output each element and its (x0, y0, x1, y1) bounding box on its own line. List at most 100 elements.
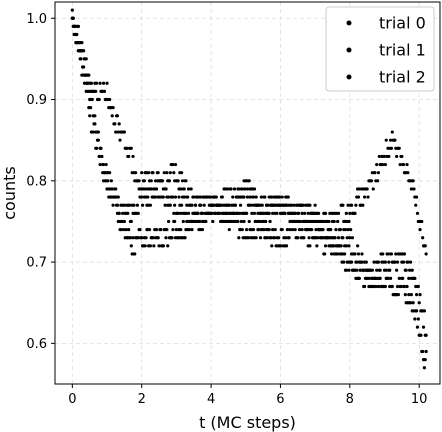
data-point (100, 154, 104, 159)
data-point (378, 268, 382, 272)
data-point (336, 211, 341, 215)
data-point (414, 195, 419, 199)
data-point (163, 203, 167, 207)
data-point (116, 130, 120, 134)
data-point (131, 154, 135, 159)
data-point (202, 203, 206, 207)
data-point (96, 138, 100, 142)
data-point (182, 187, 186, 191)
data-point (366, 195, 370, 199)
data-point (288, 227, 292, 232)
data-point (413, 276, 417, 280)
data-point (116, 195, 120, 199)
data-point (179, 227, 183, 232)
data-point (317, 219, 322, 224)
data-point (171, 227, 175, 232)
data-point (101, 162, 105, 167)
data-point (114, 130, 118, 134)
data-point (320, 227, 324, 232)
x-tick-label: 10 (411, 392, 428, 407)
data-point (384, 268, 388, 272)
data-point (186, 187, 191, 191)
data-point (97, 154, 101, 159)
data-point (115, 114, 120, 118)
data-point (400, 154, 404, 159)
data-point (200, 219, 205, 224)
data-point (180, 203, 184, 207)
data-point (388, 138, 393, 142)
data-point (88, 106, 93, 110)
data-point (180, 179, 185, 183)
data-point (423, 244, 427, 248)
data-point (369, 179, 374, 183)
data-point (211, 219, 215, 224)
data-point (152, 244, 156, 248)
legend-marker (346, 47, 352, 53)
data-point (154, 187, 159, 191)
data-point (381, 162, 385, 167)
data-point (412, 187, 416, 191)
plot-frame (54, 1, 441, 385)
data-point (258, 236, 263, 240)
data-point (376, 260, 381, 264)
data-point (397, 276, 401, 280)
data-point (267, 227, 271, 232)
data-point (419, 333, 423, 337)
data-point (236, 219, 240, 224)
data-point (395, 154, 399, 159)
data-point (76, 49, 81, 53)
data-point (146, 195, 150, 199)
data-point (336, 252, 340, 256)
data-point (300, 227, 304, 232)
x-tick-label: 4 (207, 392, 215, 407)
data-point (421, 349, 425, 354)
data-point (200, 211, 205, 215)
data-point (161, 195, 165, 199)
data-point (140, 236, 144, 240)
data-point (332, 219, 336, 224)
data-point (263, 195, 267, 199)
data-point (146, 187, 150, 191)
data-point (411, 301, 415, 305)
data-point (262, 227, 266, 232)
data-point (349, 203, 354, 207)
data-point (306, 211, 310, 215)
data-point (93, 122, 97, 126)
data-point (264, 203, 269, 207)
data-point (166, 244, 170, 248)
data-point (303, 211, 307, 215)
data-point (349, 260, 354, 264)
data-point (129, 244, 133, 248)
data-point (192, 219, 196, 224)
legend-item: trial 0 (346, 14, 426, 33)
data-point (176, 179, 180, 183)
data-point (356, 244, 360, 248)
data-point (171, 162, 175, 167)
data-point (408, 301, 413, 305)
x-tick-label: 8 (346, 392, 354, 407)
data-point (359, 260, 363, 264)
data-point (95, 81, 99, 85)
x-axis-label: t (MC steps) (199, 413, 296, 432)
data-point (113, 122, 117, 126)
data-point (156, 171, 160, 175)
data-point (164, 187, 168, 191)
data-point (78, 57, 82, 61)
data-point (311, 211, 315, 215)
data-point (345, 236, 349, 240)
data-point (268, 219, 272, 224)
data-point (283, 211, 287, 215)
data-point (297, 219, 301, 224)
data-point (367, 284, 371, 289)
data-point (330, 236, 334, 240)
data-point (172, 171, 176, 175)
data-point (89, 81, 94, 85)
data-point (115, 203, 120, 207)
data-point (354, 203, 358, 207)
data-point (148, 244, 152, 248)
data-point (216, 211, 220, 215)
data-point (161, 244, 165, 248)
data-point (149, 187, 153, 191)
data-point (73, 24, 77, 28)
